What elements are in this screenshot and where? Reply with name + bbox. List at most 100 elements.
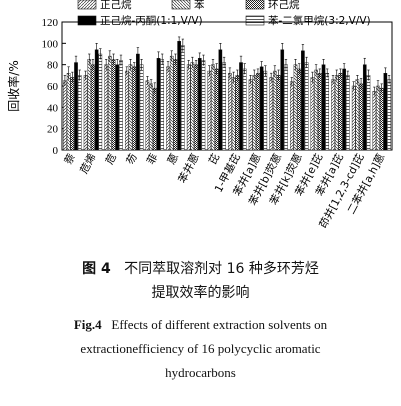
- bar-5-7: [201, 60, 206, 151]
- bar-4-4: [136, 53, 140, 151]
- bar-3-13: [318, 72, 322, 151]
- bar-4-10: [259, 66, 264, 151]
- legend-swatch: [171, 0, 191, 10]
- y-tick-label: 20: [47, 124, 59, 136]
- bar-4-9: [239, 62, 243, 151]
- bar-1-9: [228, 72, 232, 151]
- y-tick-label: 0: [53, 145, 59, 157]
- bar-5-8: [222, 62, 226, 151]
- bar-3-8: [214, 68, 219, 151]
- bar-2-11: [273, 70, 277, 151]
- bar-2-14: [334, 75, 339, 151]
- legend-label: 正己烷-丙酮(1:1,V/V): [100, 14, 203, 27]
- y-tick-label: 80: [47, 60, 59, 72]
- bar-3-15: [359, 83, 363, 151]
- bar-1-5: [145, 80, 150, 151]
- bar-4-13: [321, 64, 326, 151]
- bar-4-5: [156, 58, 161, 151]
- bar-2-2: [87, 59, 92, 151]
- axes: 0 20 40 60 80 100 120 回收率/%: [6, 17, 393, 157]
- x-tick-label: 萘: [62, 151, 78, 166]
- bar-1-16: [372, 91, 377, 151]
- bar-2-8: [211, 64, 215, 151]
- bar-5-16: [387, 79, 391, 151]
- bar-2-10: [252, 75, 257, 151]
- x-tick-label: 芴: [123, 151, 139, 166]
- bar-5-2: [98, 53, 103, 151]
- bar-5-12: [304, 62, 309, 151]
- bar-3-14: [338, 72, 343, 151]
- legend-swatch: [77, 15, 97, 26]
- legend-label: 环己烷: [268, 0, 300, 11]
- bar-1-6: [166, 66, 170, 151]
- x-tick-label: 芘: [206, 151, 222, 166]
- caption-en-label: Fig.4: [73, 317, 102, 332]
- bar-5-9: [242, 68, 247, 151]
- legend-swatch: [245, 15, 265, 26]
- bar-3-2: [91, 64, 95, 151]
- bar-4-16: [383, 72, 388, 151]
- bar-2-4: [128, 64, 133, 151]
- bar-4-11: [280, 49, 285, 151]
- bar-1-13: [310, 77, 315, 151]
- caption-en: Fig.4 Effects of different extraction so…: [0, 313, 401, 336]
- bar-1-12: [289, 81, 294, 151]
- y-tick-label: 100: [42, 38, 59, 50]
- bar-2-16: [376, 85, 380, 151]
- bar-3-7: [194, 64, 198, 151]
- legend-label: 苯-二氯甲烷(3:2,V/V): [268, 14, 371, 27]
- caption-en-line3: hydrocarbons: [165, 365, 236, 380]
- bar-3-12: [297, 68, 301, 151]
- x-tick-label: 苯并蒽: [175, 151, 202, 185]
- bar-4-1: [74, 62, 78, 151]
- bar-1-3: [104, 64, 108, 151]
- bar-1-14: [331, 79, 335, 151]
- bar-2-15: [355, 79, 360, 151]
- bar-3-16: [379, 87, 384, 151]
- bars: [63, 36, 391, 151]
- x-tick-label: 菲: [145, 151, 161, 166]
- bar-5-1: [77, 75, 82, 151]
- bar-5-13: [325, 72, 330, 151]
- x-tick-label: 蒽: [165, 151, 182, 167]
- y-tick-label: 60: [47, 81, 59, 93]
- caption-en-line2: extractionefficiency of 16 polycyclic ar…: [80, 341, 321, 356]
- bar-1-2: [83, 75, 88, 151]
- bar-3-3: [111, 59, 116, 151]
- bar-2-6: [169, 55, 174, 151]
- bar-2-1: [66, 72, 71, 151]
- bar-1-7: [186, 64, 191, 151]
- bar-1-15: [351, 85, 356, 151]
- bar-4-15: [362, 64, 367, 151]
- bar-2-3: [108, 55, 112, 151]
- bar-5-6: [181, 45, 185, 151]
- bar-2-12: [293, 64, 298, 151]
- legend-swatch: [245, 0, 265, 10]
- legend-label: 苯: [194, 0, 205, 11]
- caption-cn: 图 4 不同萃取溶剂对 16 种多环芳烃: [0, 258, 401, 281]
- bar-4-3: [115, 64, 120, 151]
- y-tick-label: 120: [42, 17, 59, 29]
- bar-5-3: [119, 60, 123, 151]
- bar-5-15: [366, 75, 371, 151]
- bar-3-6: [173, 59, 178, 151]
- bar-1-10: [248, 79, 253, 151]
- bar-5-4: [139, 64, 144, 151]
- y-tick-label: 40: [47, 102, 59, 114]
- bar-2-13: [314, 69, 318, 151]
- caption-en-2: extractionefficiency of 16 polycyclic ar…: [0, 337, 401, 360]
- caption-cn-label: 图 4: [82, 261, 111, 277]
- bar-3-4: [132, 66, 136, 151]
- x-tick-labels: 萘苊烯苊芴菲蒽苯并蒽 芘1-甲基芘苯并[a]蒽苯并[b]荧蒽苯并[k]荧蒽苯并[e…: [62, 151, 387, 231]
- legend-label: 正己烷: [100, 0, 132, 11]
- bar-1-8: [207, 70, 212, 151]
- caption-cn-2: 提取效率的影响: [0, 282, 401, 305]
- bar-4-7: [197, 58, 202, 151]
- x-tick-label: 苊烯: [77, 151, 99, 176]
- bar-1-11: [269, 77, 273, 151]
- bar-4-2: [94, 49, 99, 151]
- x-tick-label: 苊: [103, 151, 119, 166]
- bar-5-11: [284, 64, 288, 151]
